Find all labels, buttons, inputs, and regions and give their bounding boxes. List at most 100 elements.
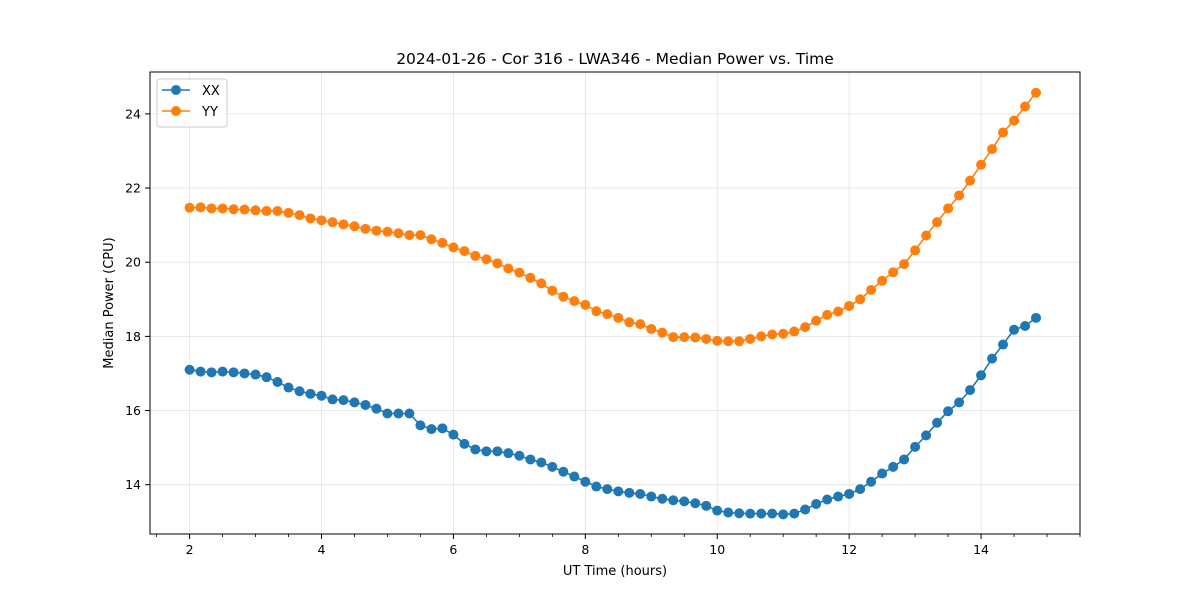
data-point-yy (745, 333, 756, 344)
data-point-xx (404, 408, 415, 419)
data-point-xx (756, 508, 767, 519)
data-point-yy (492, 258, 503, 269)
data-point-yy (327, 217, 338, 228)
data-point-yy (338, 219, 349, 230)
data-point-yy (569, 296, 580, 307)
data-point-yy (855, 294, 866, 305)
data-point-yy (272, 206, 283, 217)
data-point-yy (767, 329, 778, 340)
data-point-xx (569, 471, 580, 482)
data-point-yy (899, 259, 910, 270)
data-point-xx (459, 438, 470, 449)
data-point-xx (470, 444, 481, 455)
data-point-xx (800, 504, 811, 515)
data-point-yy (987, 144, 998, 155)
data-point-xx (239, 368, 250, 379)
data-point-xx (613, 486, 624, 497)
data-point-xx (1020, 320, 1031, 331)
data-point-yy (613, 312, 624, 323)
y-tick-label: 14 (125, 477, 141, 492)
data-point-yy (690, 332, 701, 343)
data-point-xx (426, 424, 437, 435)
data-point-yy (228, 204, 239, 215)
legend-label-xx: XX (202, 84, 220, 99)
data-point-xx (701, 500, 712, 511)
data-point-yy (701, 333, 712, 344)
data-point-xx (789, 508, 800, 519)
data-point-xx (338, 395, 349, 406)
data-point-xx (393, 408, 404, 419)
data-point-yy (723, 336, 734, 347)
data-point-xx (778, 509, 789, 520)
data-point-yy (536, 278, 547, 289)
data-point-xx (734, 508, 745, 519)
data-point-yy (789, 326, 800, 337)
data-point-xx (492, 446, 503, 457)
data-point-xx (635, 488, 646, 499)
data-point-yy (646, 323, 657, 334)
data-point-xx (481, 446, 492, 457)
data-point-yy (976, 159, 987, 170)
data-point-yy (602, 309, 613, 320)
data-point-xx (866, 476, 877, 487)
data-point-xx (822, 494, 833, 505)
data-point-yy (591, 306, 602, 317)
data-point-yy (547, 285, 558, 296)
x-axis-label: UT Time (hours) (563, 564, 667, 579)
data-point-xx (503, 448, 514, 459)
data-point-xx (712, 505, 723, 516)
grid (150, 72, 1080, 534)
data-point-xx (833, 491, 844, 502)
data-point-yy (1031, 87, 1042, 98)
data-point-xx (1009, 324, 1020, 335)
data-point-xx (811, 498, 822, 509)
data-point-yy (206, 203, 217, 214)
data-point-xx (217, 366, 228, 377)
data-point-xx (910, 441, 921, 452)
data-point-yy (371, 225, 382, 236)
data-point-yy (811, 315, 822, 326)
data-point-yy (932, 217, 943, 228)
data-point-yy (943, 203, 954, 214)
data-point-yy (580, 299, 591, 310)
data-point-xx (448, 429, 459, 440)
data-point-xx (349, 397, 360, 408)
data-point-yy (921, 230, 932, 241)
data-point-yy (558, 291, 569, 302)
data-point-xx (250, 369, 261, 380)
data-point-yy (778, 328, 789, 339)
data-point-yy (360, 223, 371, 234)
data-point-yy (448, 242, 459, 253)
data-point-yy (195, 202, 206, 213)
data-point-xx (536, 457, 547, 468)
data-point-yy (756, 331, 767, 342)
data-point-yy (503, 263, 514, 274)
data-point-xx (745, 508, 756, 519)
data-point-yy (239, 204, 250, 215)
data-point-xx (932, 417, 943, 428)
data-point-xx (987, 353, 998, 364)
data-point-yy (679, 332, 690, 343)
data-point-xx (272, 376, 283, 387)
y-tick-label: 22 (125, 181, 141, 196)
data-point-xx (525, 454, 536, 465)
data-point-yy (382, 226, 393, 237)
data-point-yy (1009, 115, 1020, 126)
data-point-xx (261, 372, 272, 383)
data-point-yy (261, 206, 272, 217)
data-point-xx (965, 385, 976, 396)
data-point-xx (591, 481, 602, 492)
plot-frame (149, 71, 1081, 535)
legend: XX YY (156, 78, 228, 128)
data-point-xx (558, 466, 569, 477)
data-point-yy (437, 237, 448, 248)
data-point-yy (635, 319, 646, 330)
data-point-yy (624, 317, 635, 328)
data-point-yy (184, 202, 195, 213)
data-point-xx (371, 403, 382, 414)
data-point-xx (415, 420, 426, 431)
data-point-yy (910, 245, 921, 256)
data-point-yy (965, 175, 976, 186)
data-point-yy (734, 336, 745, 347)
